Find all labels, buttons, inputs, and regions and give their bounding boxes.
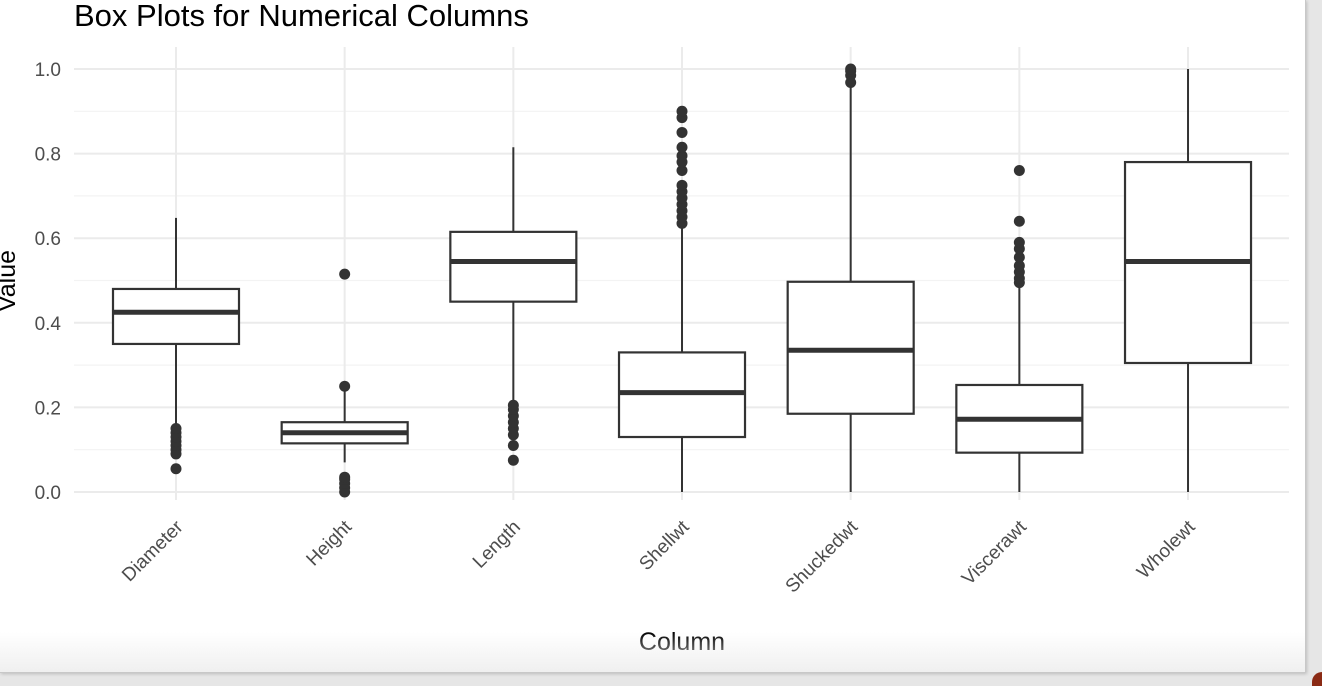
box-plot-chart: 0.0 0.2 0.4 0.6 0.8 1.0 Diameter Height Length Sh… (0, 0, 1289, 656)
outlier-point (507, 399, 519, 411)
y-tick-label: 0.6 (35, 229, 61, 250)
chart-title: Box Plots for Numerical Columns (74, 0, 529, 33)
box-shellwt (617, 105, 747, 492)
outlier-point (676, 105, 688, 117)
outlier-point (1013, 251, 1025, 263)
y-tick-label: 1.0 (35, 60, 61, 81)
x-tick-label-shellwt: Shellwt (635, 516, 694, 575)
outlier-point (1013, 215, 1025, 227)
outlier-point (1013, 236, 1025, 248)
plot-window: 0.0 0.2 0.4 0.6 0.8 1.0 Diameter Height Length Sh… (0, 0, 1306, 673)
outlier-point (507, 454, 519, 466)
box-viscerawt (955, 165, 1084, 492)
y-tick-label: 0.8 (35, 145, 61, 166)
x-tick-label-viscerawt: Viscerawt (958, 516, 1031, 589)
box-height (280, 268, 409, 498)
outlier-point (676, 179, 688, 191)
outlier-point (339, 471, 351, 483)
y-axis-title: Value (0, 250, 21, 312)
box-diameter (111, 217, 241, 475)
outlier-point (1013, 165, 1025, 177)
box-shuckedwt (786, 63, 915, 492)
window-corner-accent (1312, 672, 1322, 686)
x-tick-label-diameter: Diameter (118, 516, 188, 586)
iqr-box (449, 230, 578, 303)
outlier-point (170, 423, 182, 435)
x-tick-label-length: Length (469, 517, 525, 573)
y-tick-label: 0.2 (35, 398, 61, 419)
outlier-point (339, 268, 351, 280)
iqr-box (111, 287, 241, 346)
outlier-point (676, 150, 688, 162)
outlier-point (170, 463, 182, 475)
y-tick-label: 0.4 (35, 314, 62, 335)
x-tick-label-wholewt: Wholewt (1133, 516, 1200, 583)
box-length (449, 147, 578, 466)
box-plot-marks (111, 63, 1253, 498)
outlier-point (845, 63, 857, 75)
outlier-point (676, 126, 688, 138)
outlier-point (1013, 260, 1025, 272)
outlier-point (676, 141, 688, 153)
outlier-point (507, 439, 519, 451)
y-tick-label: 0.0 (35, 483, 61, 504)
outlier-point (676, 165, 688, 177)
x-tick-label-shuckedwt: Shuckedwt (782, 516, 863, 597)
outlier-point (339, 380, 351, 392)
iqr-box (786, 280, 915, 415)
x-axis-title: Column (639, 628, 725, 656)
box-wholewt (1123, 69, 1253, 492)
x-tick-label-height: Height (303, 516, 357, 570)
